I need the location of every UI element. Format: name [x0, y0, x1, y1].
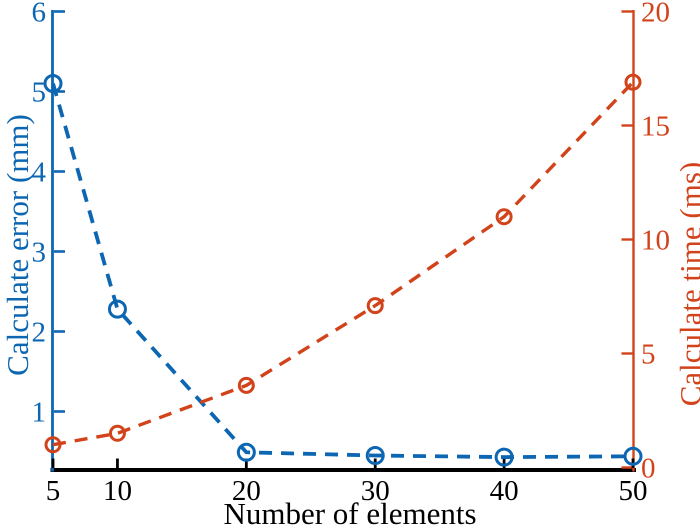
x-axis-tick-label: 40: [490, 475, 519, 507]
calculate-time-marker: [237, 376, 255, 394]
x-axis-tick-label: 10: [103, 475, 132, 507]
series-layer: [43, 73, 643, 467]
left-axis-tick-label: 5: [32, 77, 47, 109]
right-axis-tick-label: 20: [641, 0, 670, 29]
calculate-time-line: [52, 81, 635, 447]
right-axis-title: Calculate time (ms): [673, 162, 700, 406]
calculate-error-line: [51, 82, 634, 460]
calculate-time-marker: [44, 436, 62, 454]
calculate-time-marker: [366, 297, 384, 315]
x-axis-tick-label: 5: [46, 475, 61, 507]
calculate-time-marker: [495, 208, 513, 226]
right-axis-tick-label: 0: [641, 453, 656, 485]
calculate-error-marker: [107, 299, 127, 319]
left-axis-tick-label: 1: [32, 397, 47, 429]
left-axis-tick-label: 3: [32, 237, 47, 269]
x-axis-title: Number of elements: [223, 496, 476, 528]
x-axis-tick-label: 20: [232, 475, 261, 507]
calculate-error-marker: [494, 447, 514, 467]
calculate-error-marker: [236, 442, 256, 462]
x-axis-tick-label: 50: [619, 475, 648, 507]
left-axis-tick-label: 2: [32, 317, 47, 349]
right-axis-tick-label: 10: [641, 225, 670, 257]
x-axis-tick-label: 30: [361, 475, 390, 507]
left-axis-tick-label: 6: [32, 0, 47, 29]
calculate-error-marker: [43, 74, 63, 93]
left-axis-title: Calculate error (mm): [0, 114, 35, 376]
calculate-time-marker: [624, 73, 642, 91]
right-axis-tick-label: 5: [641, 339, 656, 371]
calculate-error-marker: [365, 446, 385, 465]
axes-layer: 1 2 3 4 5 6 0 5 10 15 20 5 10 20 30 40 50: [32, 0, 671, 507]
calculate-time-marker: [108, 424, 126, 442]
right-axis-tick-label: 15: [641, 111, 670, 143]
calculate-error-marker: [623, 446, 643, 466]
left-axis-tick-label: 4: [32, 157, 47, 189]
